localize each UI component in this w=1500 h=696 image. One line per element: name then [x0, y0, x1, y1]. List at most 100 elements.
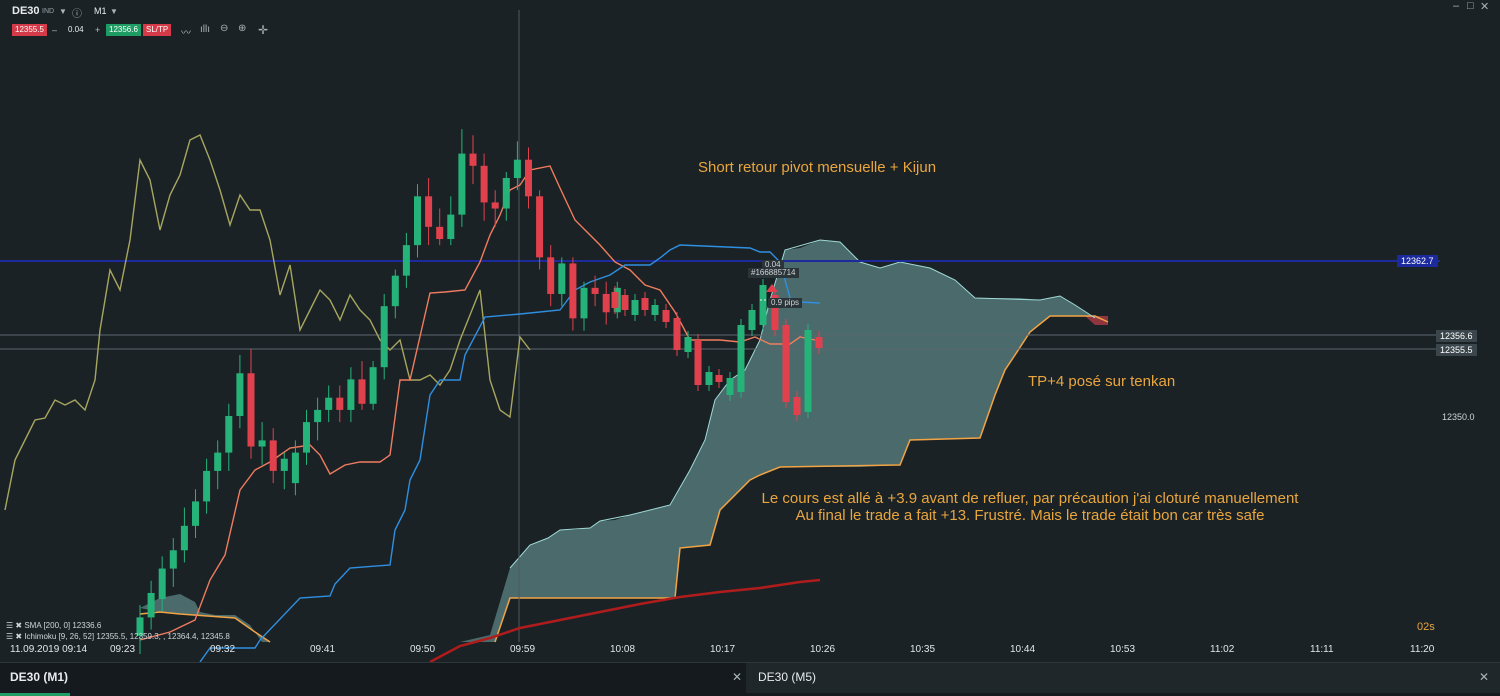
x-axis-first-label: 11.09.2019 09:14 [10, 644, 88, 655]
candle-body [280, 458, 288, 471]
sltp-button[interactable]: SL/TP [143, 24, 172, 36]
candle-body [502, 178, 510, 209]
x-axis-label: 09:50 [410, 644, 436, 655]
candles-group [136, 129, 823, 654]
x-axis-label: 10:26 [810, 644, 836, 655]
candle-body [641, 298, 649, 310]
candle-body [336, 397, 344, 410]
candle-body [815, 337, 823, 348]
candle-body [269, 440, 277, 471]
x-axis-label: 09:59 [510, 644, 536, 655]
candle-body [662, 310, 670, 322]
candle-body [480, 165, 488, 203]
candle-body [147, 592, 155, 618]
candle-body [391, 275, 399, 307]
x-axis-label: 11:11 [1310, 644, 1334, 655]
info-icon[interactable]: ⓘ [72, 9, 82, 20]
candle-body [525, 159, 532, 197]
candle-body [414, 196, 421, 246]
candle-body [247, 373, 255, 447]
sell-price-button[interactable]: 12355.5 [12, 24, 47, 36]
candle-body [748, 310, 756, 330]
candle-body [715, 375, 723, 382]
candle-body [180, 525, 188, 551]
buy-price-button[interactable]: 12356.6 [106, 24, 141, 36]
chart-area[interactable]: DE30 IND ▼ ⓘ M1 ▼ 12355.5 – 0.04 + 12356… [0, 0, 1500, 662]
tab-de30-m1[interactable]: DE30 (M1) [10, 670, 69, 684]
candle-body [651, 305, 659, 315]
line-chart-icon[interactable]: 〰 [181, 28, 191, 39]
x-axis-label: 10:35 [910, 644, 936, 655]
candle-body [458, 153, 466, 215]
x-axis-label: 09:32 [210, 644, 236, 655]
x-axis-label: 10:08 [610, 644, 636, 655]
annotation-bottom: Le cours est allé à +3.9 avant de reflue… [720, 490, 1340, 524]
candle-body [291, 452, 299, 484]
zoom-out-icon[interactable]: ⊖ [220, 23, 229, 34]
x-axis-label: 10:53 [1110, 644, 1136, 655]
candle-body [369, 367, 377, 404]
candle-body [158, 568, 166, 600]
ichimoku-cloud [140, 240, 1108, 642]
candle-body [611, 292, 619, 308]
candle-body [569, 263, 577, 319]
candle-body [726, 378, 734, 395]
volume-minus-button[interactable]: – [52, 25, 58, 35]
candle-body [705, 372, 713, 385]
volume-input[interactable]: 0.04 [68, 25, 84, 34]
candle-body [225, 416, 233, 453]
candle-body [547, 257, 555, 294]
timeframe-selector[interactable]: M1 [94, 6, 107, 16]
candle-body [558, 263, 566, 294]
volume-plus-button[interactable]: + [95, 25, 101, 35]
symbol-name[interactable]: DE30 [12, 5, 40, 17]
kijun-line [199, 244, 821, 662]
legend-menu-icon[interactable]: ☰ ✖ [6, 621, 25, 630]
trade-size-label[interactable]: 0.04 [762, 260, 784, 270]
symbol-dropdown-icon[interactable]: ▼ [59, 7, 67, 16]
candle-body [580, 287, 588, 319]
tab-close-icon[interactable]: ✕ [732, 670, 743, 684]
chart-tabs-bar: DE30 (M1) ✕ DE30 (M5) ✕ [0, 662, 1500, 696]
trade-ticket-label[interactable]: #166885714 [748, 268, 799, 278]
candle-countdown: 02s [1417, 621, 1435, 633]
indicators-icon[interactable]: ıllı [200, 24, 210, 35]
ichimoku-legend[interactable]: ☰ ✖ Ichimoku [9, 26, 52] 12355.5, 12359.… [6, 632, 230, 641]
legend-menu-icon[interactable]: ☰ ✖ [6, 632, 25, 641]
candle-body [436, 226, 444, 240]
sma-legend[interactable]: ☰ ✖ SMA [200, 0] 12336.6 [6, 621, 101, 630]
tab-de30-m5[interactable]: DE30 (M5) [758, 670, 817, 684]
x-axis-label: 10:44 [1010, 644, 1036, 655]
candle-body [782, 325, 790, 402]
x-axis-label: 11:20 [1410, 644, 1435, 655]
senkou-b-line-2 [494, 315, 1109, 643]
close-button[interactable]: ✕ [1480, 1, 1490, 13]
cloud-red-tip [1085, 316, 1108, 325]
candle-body [694, 340, 702, 385]
price-axis-label: 12350.0 [1442, 412, 1475, 422]
candle-body [536, 196, 544, 258]
candle-body [314, 409, 322, 423]
candle-body [631, 300, 639, 315]
candle-body [136, 617, 144, 636]
tab-background [746, 663, 1500, 693]
candle-body [591, 287, 599, 294]
trade-marker-icon [766, 284, 778, 292]
minimize-button[interactable]: – [1453, 0, 1460, 12]
candle-body [214, 452, 222, 471]
candle-body [793, 397, 801, 415]
zoom-in-icon[interactable]: ⊕ [238, 23, 247, 34]
tab-close-icon[interactable]: ✕ [1479, 670, 1490, 684]
crosshair-icon[interactable]: ✛ [258, 23, 269, 37]
candle-body [759, 285, 767, 325]
candle-body [380, 306, 388, 368]
maximize-button[interactable]: □ [1467, 0, 1474, 12]
candle-body [425, 196, 433, 227]
price-chart[interactable] [0, 0, 1500, 662]
candle-body [402, 245, 410, 276]
x-axis-label: 11:02 [1210, 644, 1235, 655]
candle-body [737, 325, 745, 392]
trade-pips-label: 0.9 pips [768, 298, 803, 308]
candle-body [684, 337, 692, 352]
timeframe-dropdown-icon[interactable]: ▼ [110, 7, 118, 16]
